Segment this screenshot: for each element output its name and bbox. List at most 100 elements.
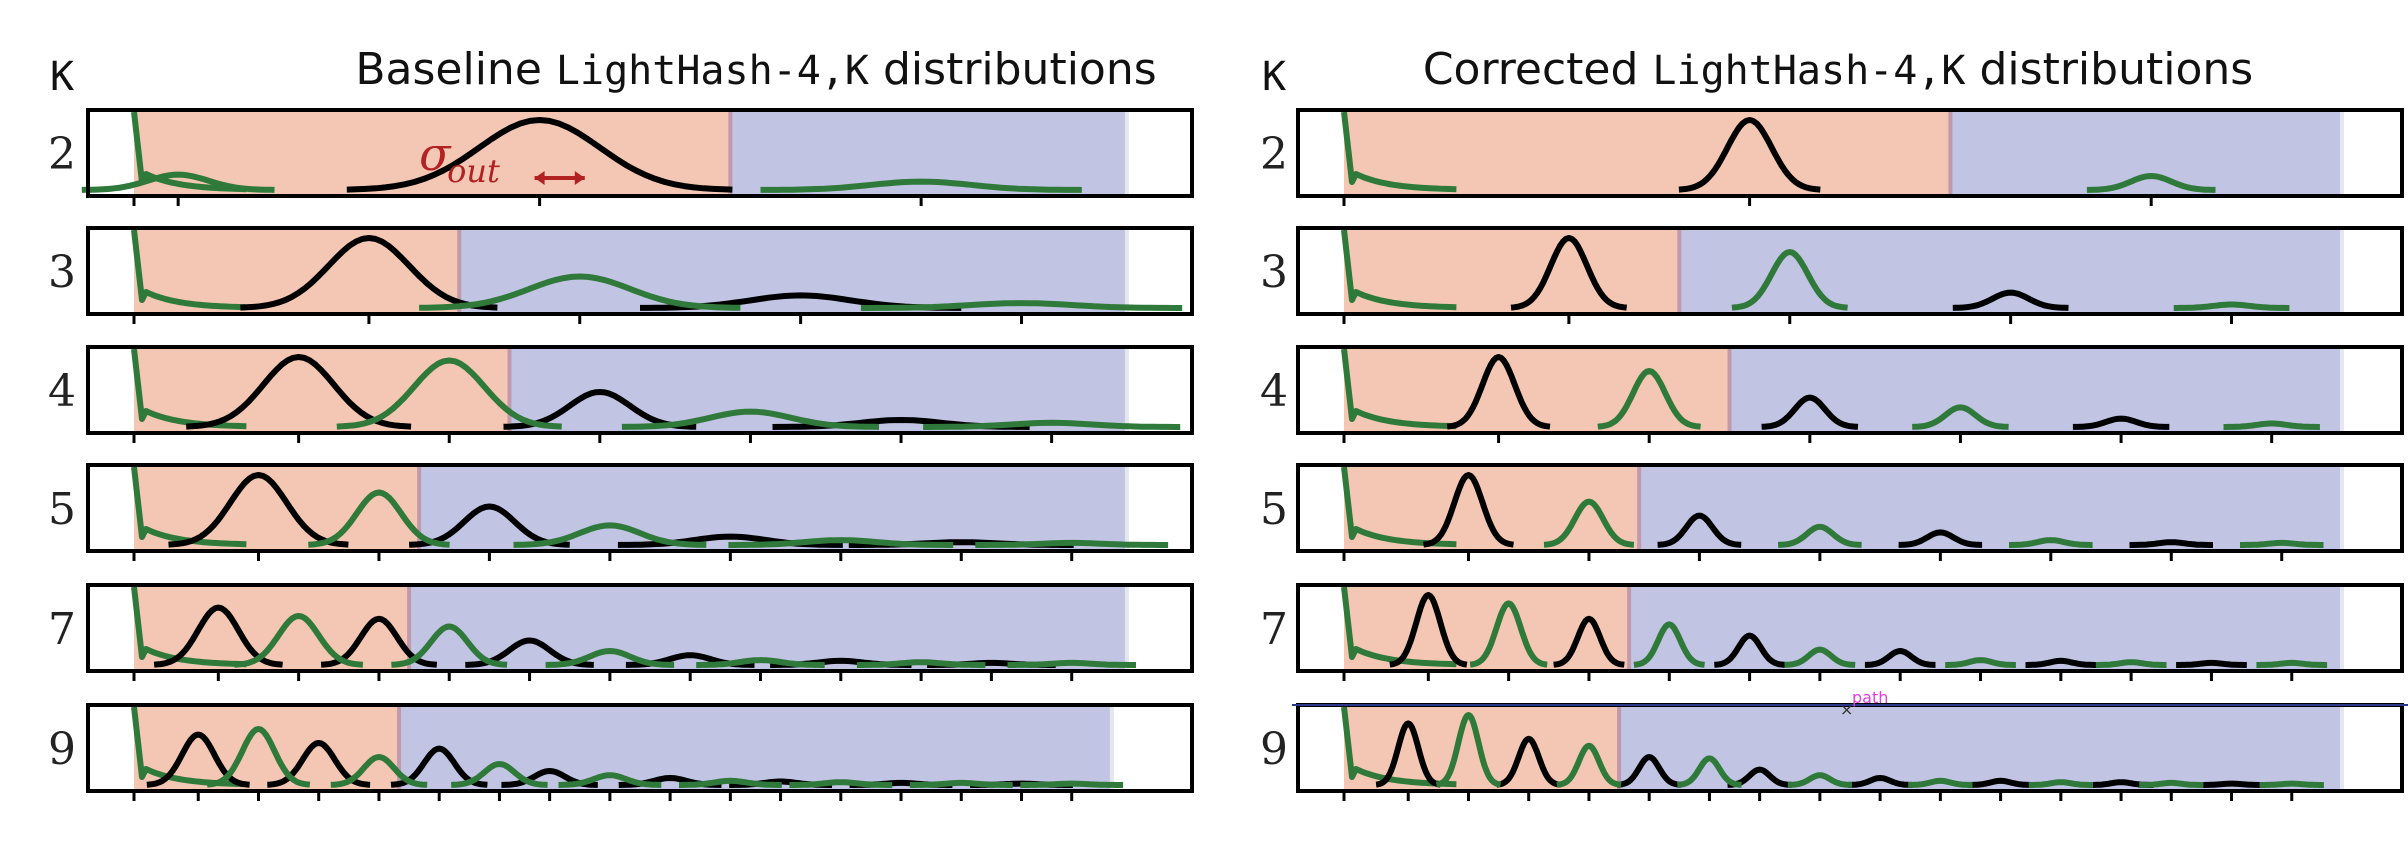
row-frame	[1296, 345, 2404, 435]
green-peak-4	[856, 659, 986, 668]
black-peak-0	[1446, 354, 1551, 430]
correct-region	[419, 467, 1127, 549]
green-peak-1	[330, 754, 428, 788]
row-k-5: 5	[48, 463, 1194, 561]
error-region	[1344, 349, 1730, 431]
row-k-3: 3	[1260, 226, 2404, 324]
green-zero-spike	[131, 706, 247, 788]
green-peak-2	[1783, 646, 1857, 668]
black-peak-0	[1388, 592, 1468, 668]
green-peak-5	[789, 779, 893, 788]
green-peak-3	[975, 539, 1169, 548]
black-peak-0	[346, 117, 733, 193]
black-peak-0	[1422, 472, 1515, 548]
green-zero-spike	[1341, 466, 1457, 548]
row-k-9: 9	[1260, 703, 2404, 801]
row-k-7: 7	[1260, 583, 2404, 681]
green-peak-2	[545, 648, 675, 668]
correct-region	[409, 587, 1127, 669]
green-peak-1	[860, 300, 1183, 311]
black-peak-1	[1952, 289, 2069, 311]
row-label-k: 5	[48, 484, 76, 535]
sigma-out-label: σ	[419, 127, 452, 181]
row-frame	[1296, 583, 2404, 673]
error-region	[1344, 112, 1951, 194]
green-peak-2	[728, 537, 954, 548]
green-peak-0	[419, 273, 741, 311]
green-peak-4	[1906, 777, 1974, 788]
green-peak-0	[1597, 368, 1701, 430]
row-frame	[1296, 108, 2404, 198]
black-peak-4	[2024, 657, 2098, 668]
error-region	[134, 467, 420, 549]
green-peak-0	[1469, 600, 1549, 668]
error-region	[1344, 230, 1680, 312]
error-region	[1344, 467, 1640, 549]
row-frame	[86, 345, 1194, 435]
green-peak-3	[696, 657, 825, 668]
green-peak-0	[308, 489, 450, 548]
green-zero-spike	[1341, 348, 1457, 430]
green-peak-1	[1911, 404, 2010, 430]
green-zero-spike	[1341, 229, 1457, 311]
black-peak-0	[240, 235, 498, 311]
green-peak-0	[81, 171, 275, 193]
row-k-2: 2	[48, 108, 1194, 206]
green-peak-1	[391, 623, 508, 668]
green-peak-0	[336, 357, 562, 430]
row-frame	[1296, 463, 2404, 553]
row-label-k: 7	[48, 604, 76, 655]
black-peak-1	[1656, 512, 1743, 548]
green-peak-3	[2239, 539, 2325, 548]
correct-region	[1729, 349, 2342, 431]
green-peak-0	[1731, 249, 1848, 311]
black-peak-0	[146, 731, 251, 788]
sigma-out-subscript: out	[447, 152, 500, 190]
sigma-out-arrowhead-right	[574, 171, 585, 185]
black-peak-0	[1510, 235, 1628, 311]
green-zero-spike	[131, 348, 247, 430]
black-peak-3	[1863, 648, 1937, 668]
green-zero-spike	[1341, 111, 1457, 193]
baseline-k-header: K	[50, 54, 74, 100]
green-peak-3	[1786, 772, 1854, 788]
green-peak-2	[2008, 537, 2094, 548]
row-label-k: 3	[48, 247, 76, 298]
correct-region	[1619, 707, 2342, 789]
black-peak-5	[1967, 777, 2035, 788]
black-peak-2	[1897, 529, 1983, 548]
black-peak-2	[2072, 415, 2170, 430]
green-peak-2	[450, 761, 549, 788]
green-peak-3	[1943, 657, 2018, 668]
green-zero-spike	[131, 586, 247, 668]
row-k-3: 3	[48, 226, 1194, 324]
green-peak-6	[2137, 779, 2205, 788]
black-peak-5	[2174, 659, 2248, 668]
correct-region	[399, 707, 1112, 789]
black-peak-2	[1713, 632, 1787, 668]
row-label-k: 4	[1260, 366, 1288, 417]
black-peak-1	[1495, 735, 1563, 788]
green-peak-6	[909, 779, 1014, 788]
black-peak-2	[1615, 754, 1683, 788]
green-peak-7	[1019, 780, 1124, 788]
row-frame	[86, 583, 1194, 673]
green-peak-0	[234, 613, 364, 668]
row-label-k: 4	[48, 366, 76, 417]
black-peak-0	[1678, 117, 1821, 193]
row-frame	[86, 463, 1194, 553]
green-peak-4	[2094, 659, 2168, 668]
green-peak-4	[678, 777, 783, 788]
green-peak-5	[2027, 779, 2095, 788]
row-k-2: 2	[1260, 108, 2404, 206]
green-peak-2	[1675, 755, 1743, 788]
green-peak-0	[1543, 498, 1635, 548]
path-cross: ×	[1840, 700, 1853, 719]
corrected-panel: Corrected LightHash-4,K distributions K …	[1260, 44, 2408, 801]
row-k-7: 7	[48, 583, 1194, 681]
correct-region	[1629, 587, 2342, 669]
row-frame	[86, 226, 1194, 316]
row-k-9: 9	[48, 703, 1194, 801]
green-peak-0	[1435, 712, 1502, 788]
